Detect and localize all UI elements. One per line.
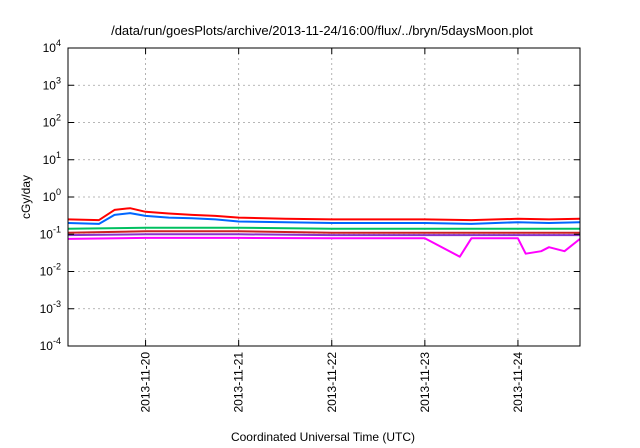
chart-title: /data/run/goesPlots/archive/2013-11-24/1… — [111, 23, 533, 38]
y-tick-label: 10-2 — [40, 262, 61, 279]
y-tick-label: 103 — [43, 75, 61, 92]
y-tick-label: 10-3 — [40, 299, 61, 316]
series-line-6 — [67, 236, 581, 258]
x-axis-label: Coordinated Universal Time (UTC) — [231, 430, 415, 444]
y-tick-label: 10-4 — [40, 336, 61, 353]
series-group — [67, 207, 581, 258]
y-axis-label: cGy/day — [19, 175, 33, 219]
x-tick-label: 2013-11-24 — [511, 352, 525, 413]
y-tick-label: 102 — [43, 113, 61, 130]
x-tick-label: 2013-11-23 — [418, 352, 432, 413]
y-tick-label: 10-1 — [40, 224, 61, 241]
y-tick-label: 101 — [43, 150, 61, 167]
y-tick-label: 100 — [43, 187, 61, 204]
series-line-1 — [67, 207, 581, 222]
series-line-2 — [67, 212, 581, 225]
x-tick-label: 2013-11-21 — [232, 352, 246, 413]
x-tick-label: 2013-11-22 — [325, 352, 339, 413]
x-axis: 2013-11-20 2013-11-21 2013-11-22 2013-11-23… — [139, 48, 525, 413]
series-line-5 — [67, 233, 580, 237]
x-tick-label: 2013-11-20 — [139, 352, 153, 413]
series-line-4 — [67, 230, 580, 234]
series-line-3 — [67, 226, 580, 230]
grid — [68, 48, 580, 346]
y-tick-label: 104 — [43, 38, 61, 55]
